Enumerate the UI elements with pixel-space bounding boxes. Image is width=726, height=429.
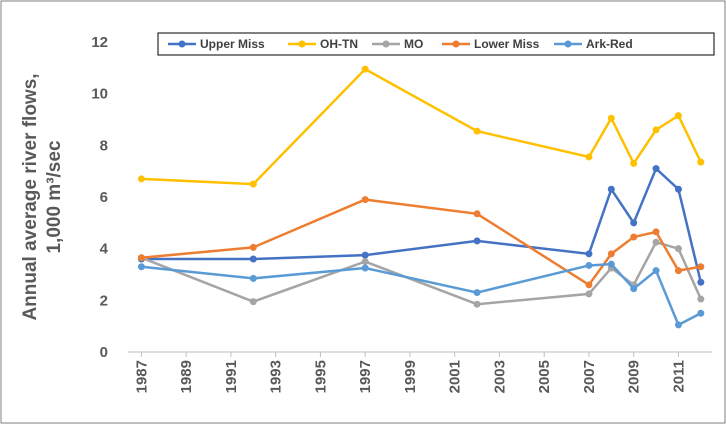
data-point — [249, 298, 257, 306]
data-point — [674, 112, 682, 120]
data-point — [249, 274, 257, 282]
data-point — [674, 185, 682, 193]
data-point — [585, 290, 593, 298]
legend-marker — [452, 40, 460, 48]
y-tick-label: 8 — [100, 137, 108, 154]
data-point — [697, 295, 705, 303]
data-point — [361, 264, 369, 272]
data-point — [674, 267, 682, 275]
x-tick-label: 2003 — [491, 360, 508, 393]
data-point — [674, 321, 682, 329]
series-line — [141, 198, 702, 287]
data-point — [652, 126, 660, 134]
data-point — [630, 219, 638, 227]
legend-label: Lower Miss — [474, 37, 540, 51]
data-point — [585, 153, 593, 161]
data-point — [249, 255, 257, 263]
legend-marker — [178, 40, 186, 48]
x-tick-label: 2009 — [626, 360, 643, 393]
y-tick-label: 10 — [91, 86, 108, 103]
x-tick-label: 1999 — [402, 360, 419, 393]
x-tick-label: 1993 — [268, 360, 285, 393]
data-point — [652, 228, 660, 236]
legend-label: OH-TN — [320, 37, 358, 51]
data-point — [607, 250, 615, 258]
legend-marker — [382, 40, 390, 48]
data-point — [137, 254, 145, 262]
data-point — [630, 285, 638, 293]
x-tick-label: 1997 — [357, 360, 374, 393]
legend-item: MO — [372, 37, 423, 51]
legend-label: MO — [404, 37, 423, 51]
data-point — [674, 245, 682, 253]
x-tick-label: 2007 — [581, 360, 598, 393]
y-tick-label: 2 — [100, 292, 108, 309]
series-line — [141, 262, 702, 327]
data-point — [473, 289, 481, 297]
data-point — [137, 175, 145, 183]
series-line — [141, 67, 702, 186]
y-tick-label: 0 — [100, 344, 108, 361]
legend-marker — [564, 40, 572, 48]
data-point — [697, 158, 705, 166]
data-point — [585, 250, 593, 258]
data-point — [473, 210, 481, 218]
data-point — [585, 281, 593, 289]
data-point — [607, 114, 615, 122]
data-point — [361, 258, 369, 266]
series-line — [141, 166, 703, 283]
data-point — [585, 261, 593, 269]
data-point — [361, 65, 369, 73]
data-point — [137, 263, 145, 271]
data-point — [473, 300, 481, 308]
legend-marker — [298, 40, 306, 48]
data-point — [607, 260, 615, 268]
series-line — [140, 240, 702, 306]
y-tick-label: 4 — [100, 241, 109, 258]
data-point — [249, 243, 257, 251]
y-axis-title-line: 1,000 m³/sec — [44, 140, 65, 253]
data-point — [249, 180, 257, 188]
legend-item: Upper Miss — [168, 37, 265, 51]
legend-item: Ark-Red — [554, 37, 633, 51]
data-point — [473, 237, 481, 245]
x-tick-label: 2011 — [670, 360, 687, 393]
legend-label: Ark-Red — [586, 37, 633, 51]
x-tick-label: 1987 — [133, 360, 150, 393]
data-point — [361, 251, 369, 259]
y-tick-label: 6 — [100, 189, 108, 206]
data-point — [630, 159, 638, 167]
y-axis-title-line: Annual average river flows, — [20, 73, 41, 320]
x-tick-label: 2005 — [536, 360, 553, 393]
legend-box — [157, 32, 715, 56]
data-point — [697, 309, 705, 317]
legend: Upper Miss OH-TN MO Lower Miss Ark-Red — [157, 32, 715, 56]
x-tick-label: 1991 — [223, 360, 240, 393]
legend-item: Lower Miss — [442, 37, 540, 51]
legend-label: Upper Miss — [200, 37, 265, 51]
data-point — [630, 233, 638, 241]
data-point — [652, 267, 660, 275]
data-point — [652, 165, 660, 173]
data-point — [697, 263, 705, 271]
data-point — [361, 196, 369, 204]
x-tick-label: 1995 — [312, 360, 329, 393]
y-axis-title: Annual average river flows, 1,000 m³/sec — [20, 73, 65, 320]
x-tick-label: 2001 — [447, 360, 464, 393]
data-point — [652, 238, 660, 246]
x-tick-label: 1989 — [178, 360, 195, 393]
data-point — [473, 127, 481, 135]
y-tick-label: 12 — [91, 34, 108, 51]
legend-item: OH-TN — [288, 37, 358, 51]
data-point — [697, 278, 705, 286]
data-point — [607, 185, 615, 193]
